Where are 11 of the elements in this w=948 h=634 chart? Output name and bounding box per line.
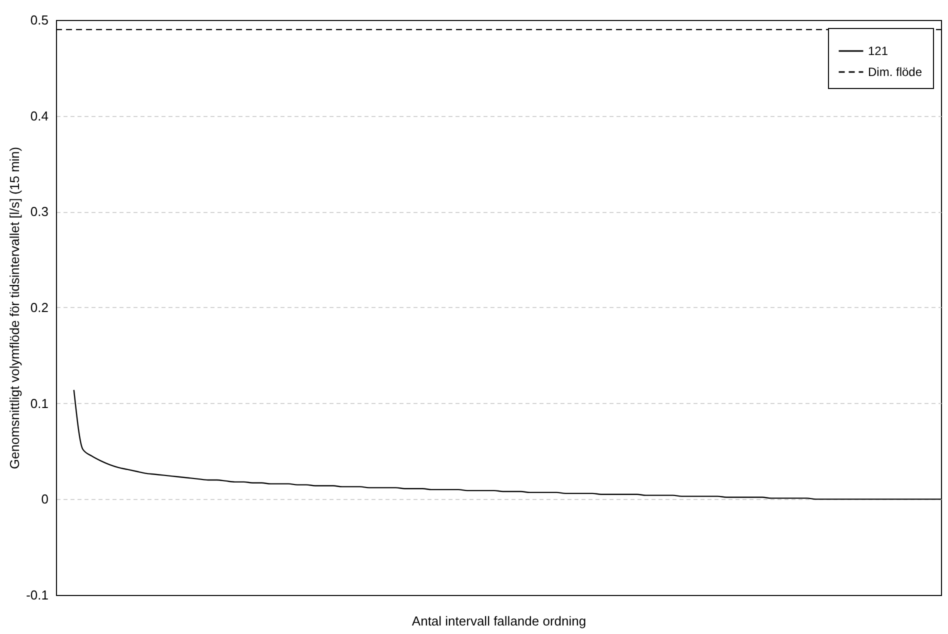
y-tick-label: 0.4 xyxy=(30,108,48,124)
legend-label: 121 xyxy=(868,44,888,58)
y-tick-label: 0.1 xyxy=(30,396,48,411)
y-tick-label: 0.5 xyxy=(30,12,48,28)
y-axis-title: Genomsnittligt volymflöde för tidsintervallet [l/s] (15 min) xyxy=(7,146,22,470)
x-axis-title: Antal intervall fallande ordning xyxy=(412,614,586,628)
y-tick-label: 0 xyxy=(41,492,48,507)
y-tick-label: 0.2 xyxy=(30,300,48,315)
y-tick-label: 0.3 xyxy=(30,204,48,220)
legend-label: Dim. flöde xyxy=(868,65,922,79)
y-tick-label: -0.1 xyxy=(26,588,48,602)
